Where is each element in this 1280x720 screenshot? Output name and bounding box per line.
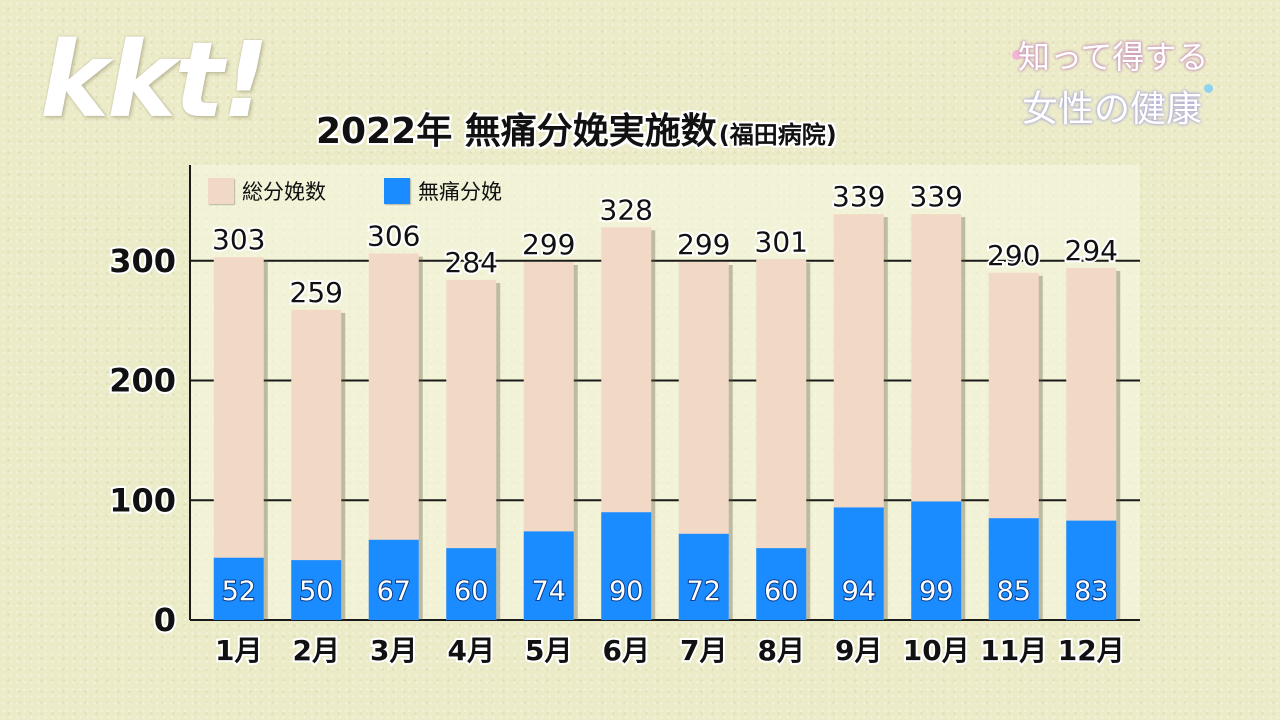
data-label-total: 259 xyxy=(290,276,343,309)
badge-dot-pink xyxy=(1012,50,1022,60)
data-label-epidural: 94 xyxy=(842,576,876,607)
legend-swatch-epidural xyxy=(384,178,410,204)
bar-epidural xyxy=(213,557,264,620)
badge-line1: 知って得する xyxy=(1018,38,1209,76)
chart-title-sub: (福田病院) xyxy=(718,121,837,149)
y-tick-label: 200 xyxy=(109,362,176,400)
bar-epidural xyxy=(523,531,574,620)
x-tick-label: 8月 xyxy=(758,634,805,667)
x-tick-label: 10月 xyxy=(903,634,970,667)
bar-epidural xyxy=(833,507,884,620)
data-label-epidural: 50 xyxy=(299,576,333,607)
data-label-total: 339 xyxy=(910,180,963,213)
bar-epidural xyxy=(988,518,1039,620)
data-label-epidural: 67 xyxy=(377,576,411,607)
data-label-total: 290 xyxy=(987,239,1040,272)
data-label-epidural: 52 xyxy=(222,576,256,607)
data-label-total: 299 xyxy=(522,228,575,261)
x-tick-label: 3月 xyxy=(370,634,417,667)
y-tick-label: 300 xyxy=(109,242,176,280)
bar-epidural xyxy=(911,501,962,620)
data-label-epidural: 72 xyxy=(687,576,721,607)
y-tick-label: 100 xyxy=(109,481,176,519)
bar-epidural xyxy=(756,548,807,620)
bar-epidural xyxy=(291,560,342,620)
x-tick-label: 7月 xyxy=(680,634,727,667)
data-label-total: 306 xyxy=(367,220,420,253)
chart-title-main: 2022年 無痛分娩実施数 xyxy=(316,111,717,152)
x-tick-label: 11月 xyxy=(980,634,1047,667)
corner-badge: 知って得する 女性の健康 xyxy=(1012,32,1218,132)
x-tick-label: 6月 xyxy=(603,634,650,667)
bar-epidural xyxy=(1066,520,1117,620)
data-label-total: 303 xyxy=(212,223,265,256)
legend-label-epidural: 無痛分娩 xyxy=(418,180,502,204)
legend-label-total: 総分娩数 xyxy=(242,180,326,204)
plot-area xyxy=(190,165,1140,620)
bar-epidural xyxy=(368,539,419,620)
x-tick-label: 12月 xyxy=(1058,634,1125,667)
bar-epidural xyxy=(601,512,652,620)
data-label-epidural: 60 xyxy=(454,576,488,607)
y-tick-label: 0 xyxy=(154,601,176,639)
data-label-epidural: 83 xyxy=(1074,576,1108,607)
x-tick-label: 4月 xyxy=(448,634,495,667)
bar-epidural xyxy=(678,533,729,620)
x-tick-label: 1月 xyxy=(215,634,262,667)
data-label-total: 301 xyxy=(755,226,808,259)
data-label-epidural: 85 xyxy=(997,576,1031,607)
data-label-epidural: 60 xyxy=(764,576,798,607)
chart-title: 2022年 無痛分娩実施数(福田病院) xyxy=(316,102,837,154)
x-tick-label: 9月 xyxy=(835,634,882,667)
kkt-logo: kkt! xyxy=(40,19,269,141)
legend-swatch-total xyxy=(208,178,234,204)
badge-line2: 女性の健康 xyxy=(1022,89,1203,130)
legend-item-total: 総分娩数 xyxy=(208,176,326,206)
x-tick-label: 5月 xyxy=(525,634,572,667)
bar-epidural xyxy=(446,548,497,620)
data-label-total: 294 xyxy=(1065,234,1118,267)
data-label-epidural: 90 xyxy=(609,576,643,607)
badge-dot-blue xyxy=(1204,84,1213,93)
data-label-epidural: 74 xyxy=(532,576,566,607)
legend-item-epidural: 無痛分娩 xyxy=(384,176,502,206)
x-tick-label: 2月 xyxy=(293,634,340,667)
data-label-total: 339 xyxy=(832,180,885,213)
data-label-total: 299 xyxy=(677,228,730,261)
data-label-epidural: 99 xyxy=(919,576,953,607)
data-label-total: 328 xyxy=(600,193,653,226)
data-label-total: 284 xyxy=(445,246,498,279)
